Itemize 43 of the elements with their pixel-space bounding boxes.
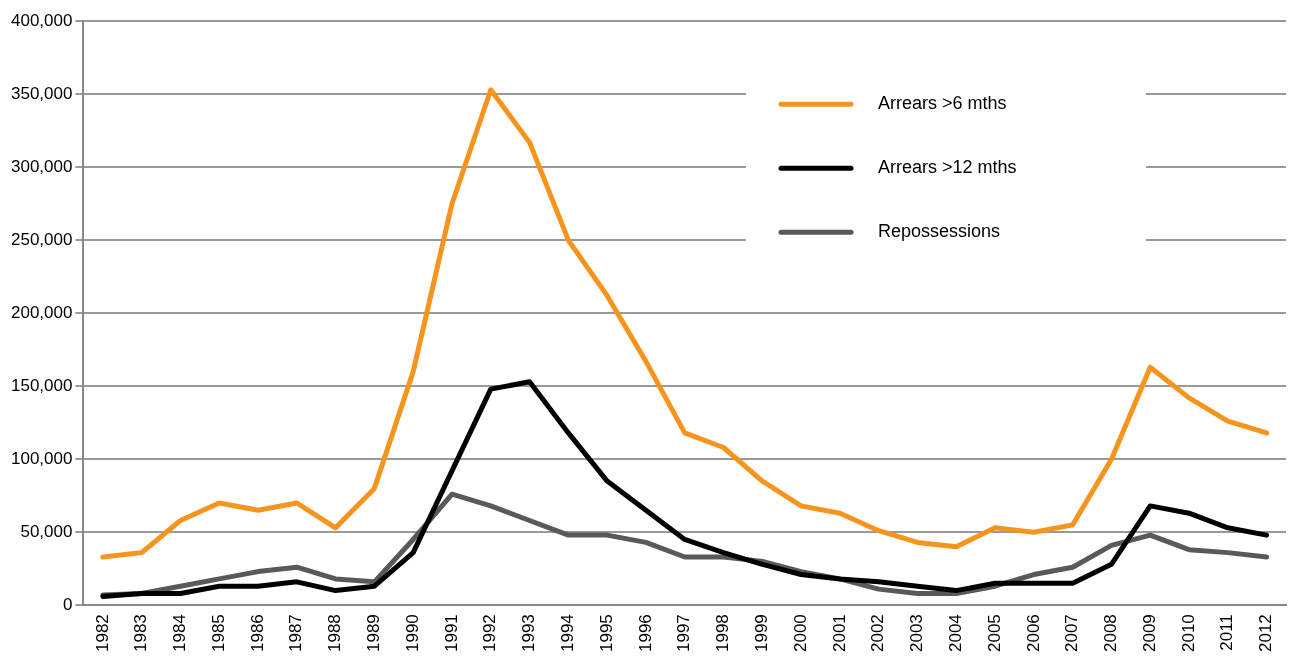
legend-label: Arrears >12 mths (878, 157, 1017, 178)
x-tick-label: 2010 (1178, 614, 1198, 653)
x-tick-label: 2008 (1101, 614, 1121, 653)
x-tick-label: 1985 (208, 614, 228, 653)
x-tick-label: 1993 (519, 614, 539, 653)
x-tick-label: 1995 (596, 614, 616, 653)
x-tick-label: 2012 (1256, 614, 1276, 653)
y-tick-label: 400,000 (11, 10, 73, 30)
x-tick-label: 1992 (480, 614, 500, 653)
x-tick-label: 1998 (713, 614, 733, 653)
x-tick-label: 1986 (247, 614, 267, 653)
x-tick-label: 2005 (984, 614, 1004, 653)
x-tick-label: 1984 (170, 614, 190, 653)
x-tick-label: 1983 (131, 614, 151, 653)
y-tick-label: 150,000 (11, 375, 73, 395)
y-tick-label: 250,000 (11, 229, 73, 249)
y-tick-label: 300,000 (11, 156, 73, 176)
x-tick-label: 1997 (674, 614, 694, 653)
x-tick-label: 1987 (286, 614, 306, 653)
y-tick-label: 100,000 (11, 448, 73, 468)
x-tick-label: 1982 (92, 614, 112, 653)
x-tick-label: 2002 (868, 614, 888, 653)
y-tick-label: 350,000 (11, 83, 73, 103)
x-tick-label: 2000 (790, 614, 810, 653)
x-tick-label: 2006 (1023, 614, 1043, 653)
x-tick-label: 1990 (402, 614, 422, 653)
legend-label: Repossessions (878, 221, 1001, 242)
x-tick-label: 2009 (1139, 614, 1159, 653)
x-tick-label: 1994 (558, 614, 578, 653)
x-tick-label: 2007 (1062, 614, 1082, 653)
x-tick-label: 2004 (945, 614, 965, 653)
x-tick-label: 2011 (1217, 614, 1237, 651)
x-tick-label: 1996 (635, 614, 655, 653)
y-tick-label: 0 (62, 594, 73, 614)
x-tick-label: 2003 (907, 614, 927, 653)
y-tick-label: 50,000 (20, 521, 73, 541)
x-tick-label: 1991 (441, 614, 461, 653)
x-tick-label: 2001 (829, 614, 849, 653)
y-tick-label: 200,000 (11, 302, 73, 322)
x-tick-label: 1989 (364, 614, 384, 653)
x-tick-label: 1999 (752, 614, 771, 653)
legend-label: Arrears >6 mths (878, 93, 1007, 114)
x-tick-label: 1988 (325, 614, 345, 653)
